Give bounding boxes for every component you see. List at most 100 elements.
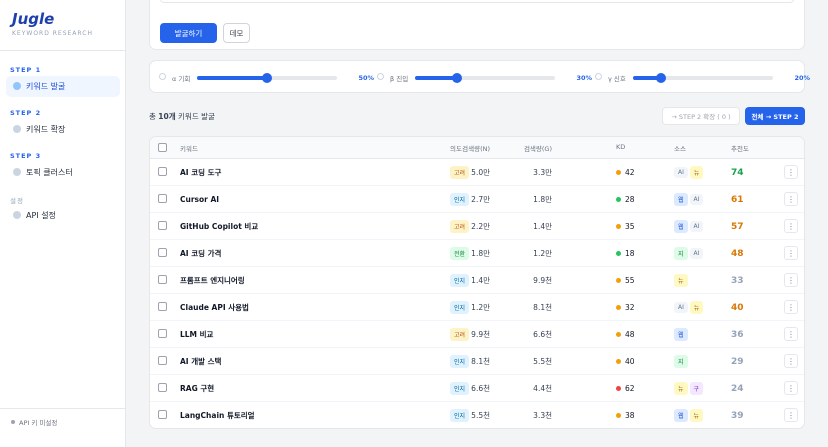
keyword: GitHub Copilot 비교 bbox=[180, 222, 259, 231]
row-menu[interactable]: ⋮ bbox=[784, 192, 798, 206]
row-menu[interactable]: ⋮ bbox=[784, 246, 798, 260]
badge: 고려 bbox=[450, 328, 470, 341]
kd: 55 bbox=[616, 267, 635, 294]
row-checkbox[interactable] bbox=[158, 221, 167, 230]
volume-naver: 2.2만 bbox=[471, 222, 490, 231]
row-menu[interactable]: ⋮ bbox=[784, 381, 798, 395]
slider-thumb[interactable] bbox=[452, 73, 462, 83]
row-menu[interactable]: ⋮ bbox=[784, 327, 798, 341]
weights-card: α 기회 50% β 진입 30% γ 신호 20% bbox=[149, 60, 810, 93]
score: 33 bbox=[731, 275, 744, 286]
api-status: API 키 미설정 bbox=[19, 419, 58, 427]
volume-google: 1.8만 bbox=[533, 195, 552, 204]
volume-naver: 5.0만 bbox=[471, 168, 490, 177]
summary-prefix: 총 bbox=[149, 112, 156, 121]
column-header[interactable]: 검색량(N) bbox=[462, 145, 490, 153]
slider-thumb[interactable] bbox=[656, 73, 666, 83]
kd-value: 18 bbox=[625, 249, 635, 258]
intent: 인지 bbox=[450, 186, 471, 213]
badge: 인지 bbox=[450, 301, 470, 314]
search-card: 발굴하기 데모 bbox=[149, 0, 805, 50]
expand-all-button[interactable]: 전체 → STEP 2 bbox=[745, 107, 805, 125]
column-header[interactable]: 검색량(G) bbox=[523, 145, 552, 153]
badge: 뉴 bbox=[689, 301, 704, 314]
kd-dot bbox=[616, 332, 621, 337]
kd: 40 bbox=[616, 348, 635, 375]
volume-naver: 9.9천 bbox=[471, 330, 490, 339]
row-checkbox[interactable] bbox=[158, 275, 167, 284]
volume-naver: 1.4만 bbox=[471, 276, 490, 285]
nav-item[interactable]: 토픽 클러스터 bbox=[6, 162, 120, 183]
keyword: 프롬프트 엔지니어링 bbox=[180, 276, 245, 285]
row-checkbox[interactable] bbox=[158, 194, 167, 203]
row-checkbox[interactable] bbox=[158, 383, 167, 392]
badge: 지 bbox=[674, 355, 688, 368]
score: 29 bbox=[731, 356, 744, 367]
column-header[interactable]: 키워드 bbox=[180, 145, 198, 153]
slider-track[interactable] bbox=[197, 73, 337, 83]
select-all-checkbox[interactable] bbox=[158, 143, 167, 152]
row-checkbox[interactable] bbox=[158, 356, 167, 365]
badge: 웹 bbox=[674, 409, 688, 422]
kd: 32 bbox=[616, 294, 635, 321]
search-input[interactable] bbox=[160, 0, 794, 3]
badge: AI bbox=[674, 302, 688, 313]
row-menu[interactable]: ⋮ bbox=[784, 273, 798, 287]
kd-value: 62 bbox=[625, 384, 635, 393]
row-checkbox[interactable] bbox=[158, 167, 167, 176]
intent: 인지 bbox=[450, 294, 471, 321]
slider-value: 50% bbox=[358, 74, 374, 82]
sources: 웹 AI bbox=[674, 213, 705, 240]
slider-label: β 진입 bbox=[390, 75, 409, 83]
row-checkbox[interactable] bbox=[158, 410, 167, 419]
kd: 28 bbox=[616, 186, 635, 213]
step-label: 설정 bbox=[10, 197, 24, 205]
intent: 전환 bbox=[450, 240, 471, 267]
slider-label: α 기회 bbox=[172, 75, 191, 83]
expand-selected-button[interactable]: → STEP 2 확장 ( 0 ) bbox=[662, 107, 740, 125]
row-menu[interactable]: ⋮ bbox=[784, 300, 798, 314]
volume-naver: 6.6천 bbox=[471, 384, 490, 393]
slider-value: 30% bbox=[576, 74, 592, 82]
slider-track[interactable] bbox=[633, 73, 773, 83]
kd-dot bbox=[616, 224, 621, 229]
badge: 고려 bbox=[450, 166, 470, 179]
row-checkbox[interactable] bbox=[158, 329, 167, 338]
badge: 웹 bbox=[674, 193, 688, 206]
button-label: 데모 bbox=[229, 28, 244, 38]
keyword: Cursor AI bbox=[180, 195, 220, 204]
row-menu[interactable]: ⋮ bbox=[784, 165, 798, 179]
result-summary: 총 10개 키워드 발굴 bbox=[149, 111, 215, 122]
volume-google: 6.6천 bbox=[533, 330, 552, 339]
volume-naver: 8.1천 bbox=[471, 357, 490, 366]
column-header: 소스 bbox=[674, 145, 686, 153]
slider-track[interactable] bbox=[415, 73, 555, 83]
kd-value: 38 bbox=[625, 411, 635, 420]
demo-button[interactable]: 데모 bbox=[223, 23, 250, 43]
intent: 고려 bbox=[450, 213, 471, 240]
divider bbox=[0, 408, 125, 409]
discover-button[interactable]: 발굴하기 bbox=[160, 23, 217, 43]
kd-value: 48 bbox=[625, 330, 635, 339]
slider-thumb[interactable] bbox=[262, 73, 272, 83]
row-menu[interactable]: ⋮ bbox=[784, 354, 798, 368]
volume-google: 8.1천 bbox=[533, 303, 552, 312]
badge: 고려 bbox=[450, 220, 470, 233]
column-header[interactable]: KD bbox=[616, 143, 626, 151]
nav-item[interactable]: API 설정 bbox=[6, 205, 120, 226]
volume-naver: 1.2만 bbox=[471, 303, 490, 312]
slider-fill bbox=[197, 76, 267, 80]
nav-item[interactable]: 키워드 확장 bbox=[6, 119, 120, 140]
row-checkbox[interactable] bbox=[158, 248, 167, 257]
kd-dot bbox=[616, 386, 621, 391]
volume-google: 1.4만 bbox=[533, 222, 552, 231]
badge: 웹 bbox=[674, 220, 688, 233]
kd-dot bbox=[616, 251, 621, 256]
row-menu[interactable]: ⋮ bbox=[784, 219, 798, 233]
column-header[interactable]: 의도 bbox=[450, 145, 462, 153]
nav-item[interactable]: 키워드 발굴 bbox=[6, 76, 120, 97]
row-checkbox[interactable] bbox=[158, 302, 167, 311]
row-menu[interactable]: ⋮ bbox=[784, 408, 798, 422]
column-header[interactable]: 추천도 bbox=[731, 145, 749, 153]
